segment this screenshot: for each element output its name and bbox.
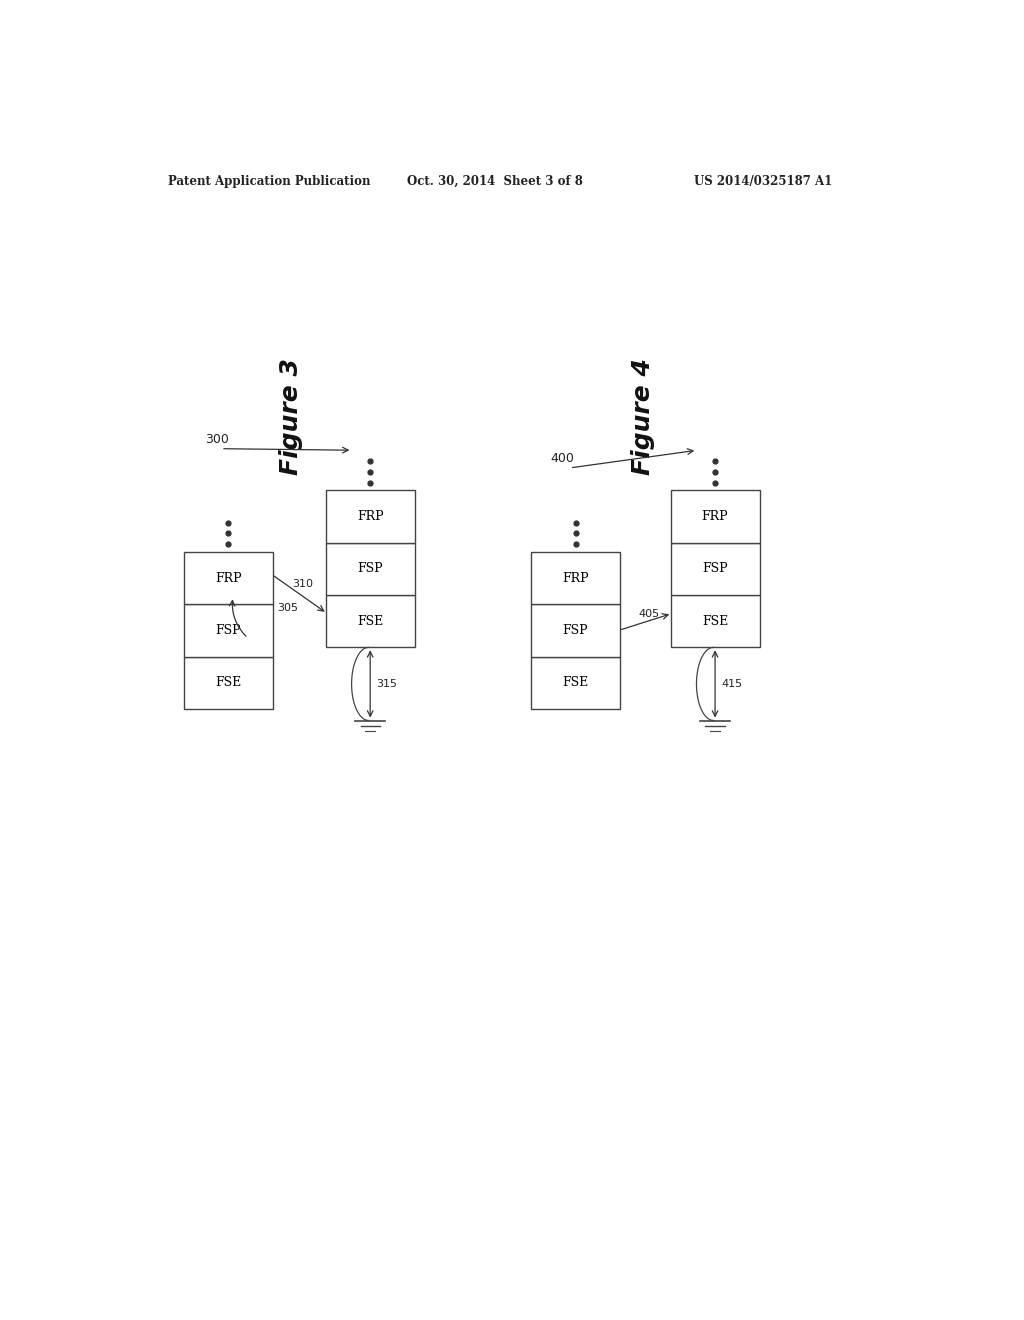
Bar	[326, 595, 415, 647]
Bar	[531, 656, 621, 709]
Text: FSP: FSP	[215, 624, 242, 638]
Text: 300: 300	[205, 433, 229, 446]
Text: FSE: FSE	[215, 676, 242, 689]
Bar	[183, 605, 273, 656]
Text: FSE: FSE	[701, 615, 728, 628]
Bar	[671, 595, 760, 647]
Text: Figure 3: Figure 3	[279, 358, 303, 475]
Text: 415: 415	[721, 678, 742, 689]
Text: FSE: FSE	[562, 676, 589, 689]
Bar	[326, 490, 415, 543]
Bar	[531, 552, 621, 605]
Text: Patent Application Publication: Patent Application Publication	[168, 176, 371, 187]
Text: FRP: FRP	[701, 510, 728, 523]
Text: FSP: FSP	[357, 562, 383, 576]
Text: Oct. 30, 2014  Sheet 3 of 8: Oct. 30, 2014 Sheet 3 of 8	[407, 176, 583, 187]
Text: 305: 305	[276, 603, 298, 612]
Text: 310: 310	[293, 579, 313, 589]
Text: FRP: FRP	[215, 572, 242, 585]
Text: US 2014/0325187 A1: US 2014/0325187 A1	[693, 176, 831, 187]
Bar	[531, 605, 621, 656]
Bar	[671, 543, 760, 595]
Text: FSE: FSE	[357, 615, 383, 628]
Text: 405: 405	[639, 610, 659, 619]
Bar	[326, 543, 415, 595]
Text: 400: 400	[550, 453, 573, 465]
Bar	[183, 656, 273, 709]
Text: FSP: FSP	[563, 624, 589, 638]
Text: FRP: FRP	[562, 572, 589, 585]
Text: Figure 4: Figure 4	[632, 358, 655, 475]
Text: FSP: FSP	[702, 562, 728, 576]
Text: 315: 315	[377, 678, 397, 689]
Bar	[671, 490, 760, 543]
Text: FRP: FRP	[357, 510, 384, 523]
Bar	[183, 552, 273, 605]
